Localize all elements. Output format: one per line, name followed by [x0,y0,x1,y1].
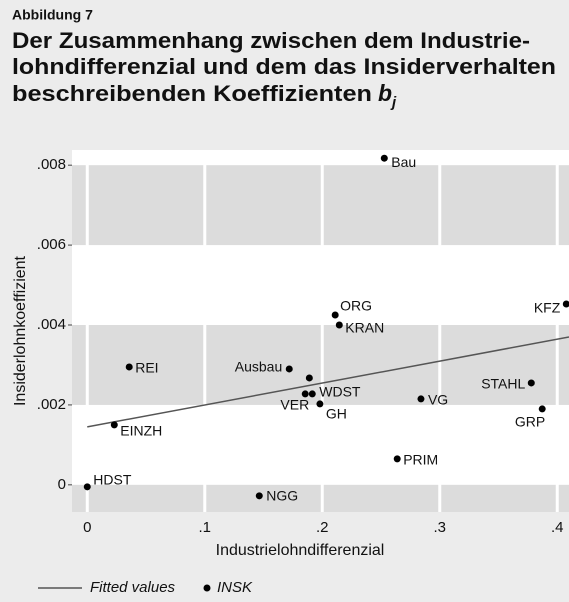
point [562,300,569,308]
point-label: PRIM [403,452,438,468]
y-tick-label: 0 [58,476,66,493]
point [538,405,546,413]
legend-marker [203,584,211,592]
point [83,483,91,491]
point-label: Ausbau [235,359,282,375]
fitted-line [87,336,569,428]
legend-label: Fitted values [90,579,176,596]
point [527,379,535,387]
point [380,154,388,162]
title-line: lohndifferenzial und dem das Insiderverh… [12,54,556,79]
point-label: KFZ [534,300,561,316]
point [335,321,343,329]
band [72,484,569,512]
y-tick-label: .002 [37,396,66,413]
point-label: Bau [391,154,416,170]
y-tick-label: .008 [37,156,66,173]
point [316,400,324,408]
point-label: WDST [319,384,361,400]
figure-label: Abbildung 7 [12,7,93,23]
point-label: STAHL [481,376,525,392]
point-label: GRP [515,414,545,430]
point [393,455,401,463]
y-tick-label: .004 [37,316,66,333]
point-label: VG [428,392,448,408]
point-label: VER [280,397,309,413]
point-label: NGG [266,488,298,504]
x-tick-label: .2 [316,519,329,536]
point [285,365,293,373]
x-tick-label: .1 [199,519,212,536]
point [308,390,316,398]
point-label: REI [135,360,158,376]
band [72,325,569,405]
x-tick-label: .4 [551,519,564,536]
point [110,421,118,429]
title-symbol: b [378,80,392,106]
point-label: EINZH [120,423,162,439]
x-axis-label: Industrielohndifferenzial [216,542,385,559]
point [301,390,309,398]
point [417,395,425,403]
x-tick-label: .3 [433,519,446,536]
point [255,492,263,500]
point-label: KRAN [345,320,384,336]
x-tick-label: 0 [83,519,91,536]
title-line: beschreibenden Koeffizienten [12,81,372,106]
band [72,165,569,246]
legend-label: INSK [217,579,253,596]
point [305,374,313,382]
title-line: Der Zusammenhang zwischen dem Industrie- [12,28,530,53]
point-label: GH [326,406,347,422]
y-tick-label: .006 [37,236,66,253]
point-label: ORG [340,298,372,314]
point [125,363,133,371]
y-axis-label: Insiderlohnkoeffizient [12,255,29,406]
point-label: HDST [93,472,132,488]
title-subscript: j [390,94,397,111]
point [331,311,339,319]
